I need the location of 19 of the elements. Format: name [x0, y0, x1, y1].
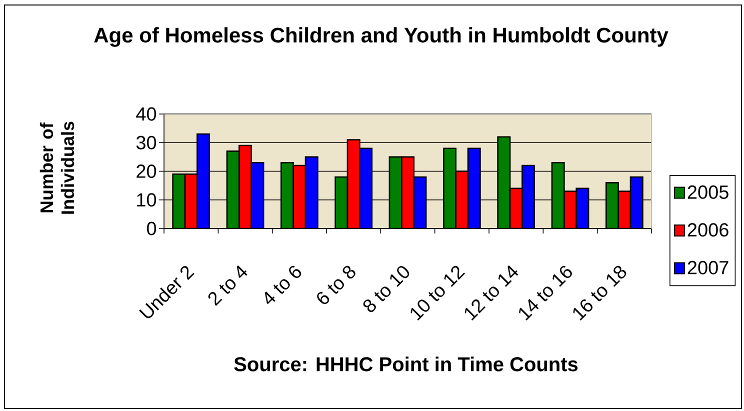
y-tick-label: 40 — [136, 107, 156, 121]
source-note: Source: HHHC Point in Time Counts — [234, 356, 578, 372]
y-tick-label: 10 — [137, 193, 156, 207]
legend-label: 2007 — [688, 260, 728, 274]
x-tick-label: 6 to 8 — [317, 266, 356, 304]
chart-title: Age of Homeless Children and Youth in Humboldt County — [94, 27, 668, 47]
x-tick-label: 8 to 10 — [363, 266, 410, 312]
y-tick-label: 0 — [146, 222, 156, 236]
x-tick-label: 16 to 18 — [573, 266, 626, 320]
y-tick-label: 30 — [136, 136, 156, 150]
x-tick-label: 2 to 4 — [208, 265, 248, 306]
x-tick-label: 10 to 12 — [410, 266, 466, 320]
x-tick-label: 14 to 16 — [519, 266, 572, 320]
x-tick-label: 4 to 6 — [264, 266, 302, 304]
y-axis-title: Number of Individuals — [40, 122, 74, 214]
legend-label: 2006 — [688, 223, 728, 237]
legend-label: 2005 — [688, 185, 728, 199]
y-tick-label: 20 — [136, 164, 156, 178]
x-tick-label: 12 to 14 — [464, 265, 518, 320]
